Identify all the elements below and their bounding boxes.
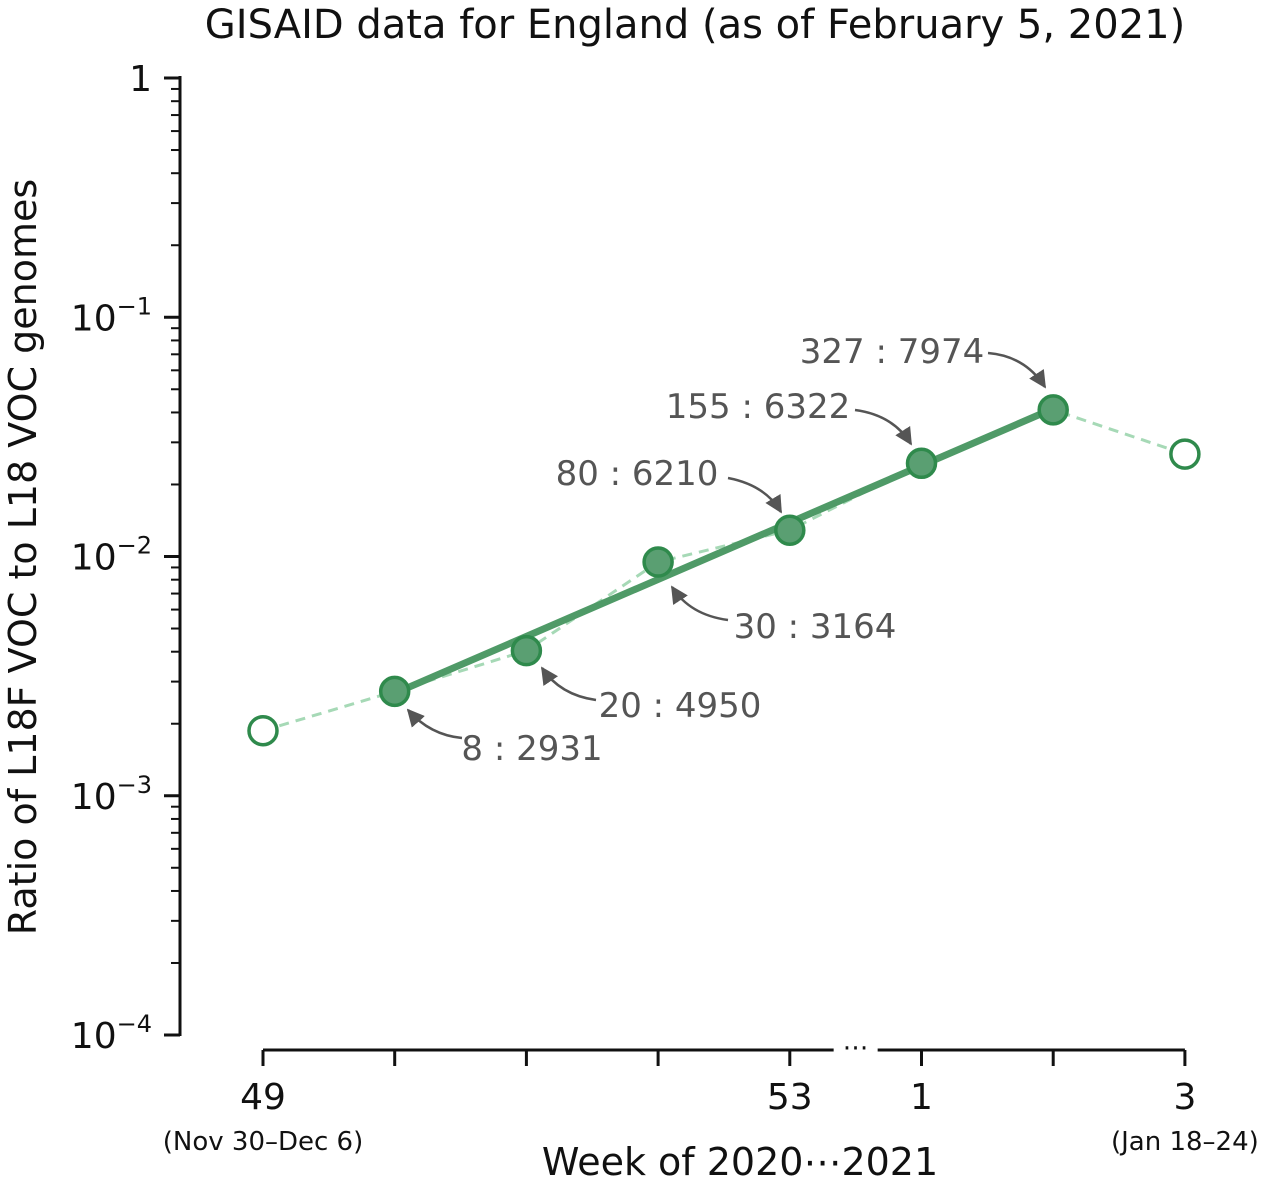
annotation-label: 8 : 2931 — [461, 729, 602, 769]
chart-title: GISAID data for England (as of February … — [205, 2, 1185, 48]
y-tick-label: 10−2 — [71, 532, 152, 579]
annotation-arrow — [670, 585, 729, 622]
data-point-filled — [510, 634, 543, 667]
y-tick-label: 10−3 — [71, 771, 152, 818]
y-tick-label: 10−4 — [71, 1010, 152, 1057]
x-axis-label: Week of 2020⋯2021 — [542, 1140, 938, 1181]
fit-series-line — [391, 405, 1057, 697]
data-point-filled — [378, 675, 411, 708]
annotation-label: 327 : 7974 — [800, 332, 985, 372]
x-tick-label: 49 — [240, 1077, 286, 1118]
y-tick-label: 10−1 — [71, 292, 152, 339]
annotation-label: 30 : 3164 — [734, 607, 897, 647]
data-point-filled — [905, 447, 938, 480]
data-point-filled — [1037, 394, 1069, 426]
annotation-label: 20 : 4950 — [599, 686, 762, 726]
annotation-arrow — [727, 476, 783, 514]
x-axis-ticks: 49 (Nov 30–Dec 6) 53 1 3 (Jan 18–24) — [163, 1050, 1259, 1157]
data-point-filled — [774, 514, 806, 546]
annotation-label: 80 : 6210 — [556, 454, 719, 494]
x-tick-label: 3 — [1173, 1077, 1196, 1118]
fit-line — [391, 405, 1057, 697]
y-tick-label: 1 — [129, 59, 152, 100]
x-axis-break-marker: ⋯ — [843, 1033, 869, 1063]
annotation-arrow — [987, 351, 1047, 389]
x-tick-label: 53 — [767, 1077, 813, 1118]
x-tick-sublabel: (Nov 30–Dec 6) — [163, 1127, 364, 1157]
x-tick-sublabel: (Jan 18–24) — [1111, 1127, 1259, 1157]
x-tick-label: 1 — [910, 1077, 933, 1118]
annotation-arrow — [540, 666, 597, 702]
data-points — [247, 394, 1201, 747]
data-point-open — [247, 714, 279, 747]
y-axis-label: Ratio of L18F VOC to L18 VOC genomes — [1, 179, 45, 935]
annotation-arrow — [406, 708, 463, 740]
y-axis-ticks: 1 10−1 10−2 10−3 10−4 — [71, 59, 180, 1057]
annotation-label: 155 : 6322 — [666, 387, 851, 427]
annotation-arrow — [854, 408, 913, 446]
data-point-filled — [642, 546, 674, 578]
data-point-open — [1169, 438, 1201, 470]
